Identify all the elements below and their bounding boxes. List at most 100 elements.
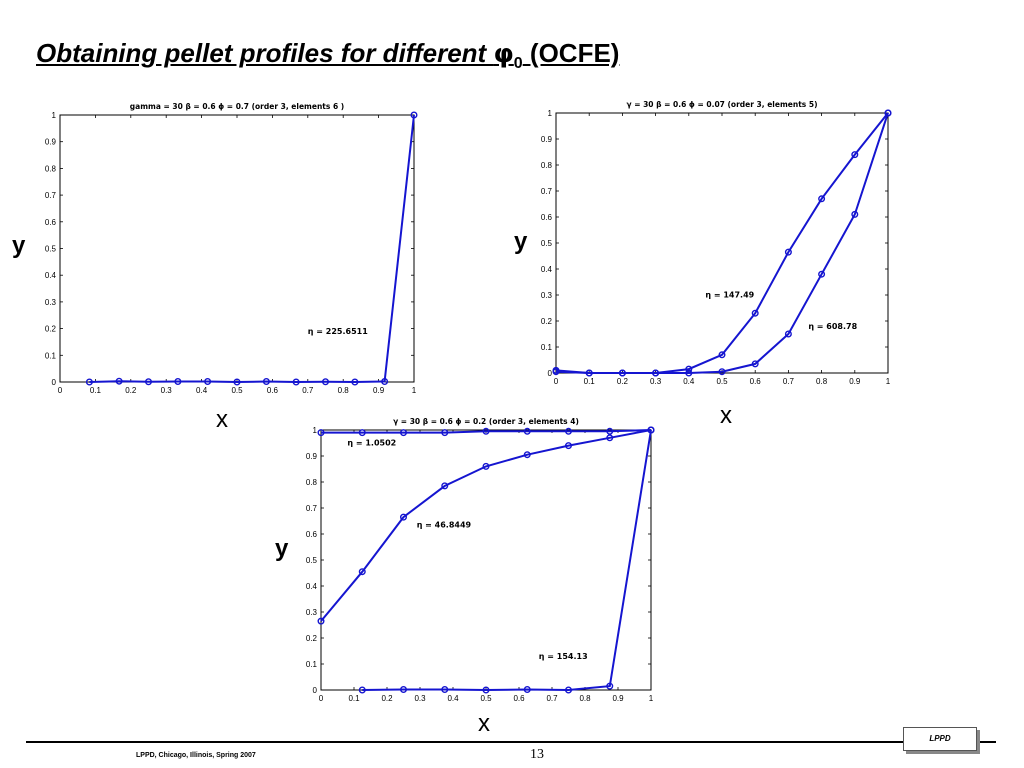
x-tick-label: 0.7 [302, 386, 314, 395]
data-point [606, 427, 614, 435]
data-point [606, 682, 614, 690]
y-tick-label: 0.7 [45, 191, 57, 200]
series-line-1 [89, 114, 415, 384]
y-tick-label: 0.2 [541, 317, 553, 326]
x-tick-label: 0.1 [90, 386, 102, 395]
y-tick-label: 0.7 [541, 187, 553, 196]
data-point [784, 248, 792, 256]
data-point [523, 427, 531, 435]
eta-annotation: η = 46.8449 [417, 521, 472, 530]
data-point [322, 378, 330, 386]
plot-phi-0-7: gamma = 30 β = 0.6 ϕ = 0.7 (order 3, ele… [14, 95, 434, 400]
data-point [358, 429, 366, 437]
x-tick-label: 0.6 [267, 386, 279, 395]
footer-text: LPPD, Chicago, Illinois, Spring 2007 [136, 752, 256, 759]
data-point [751, 309, 759, 317]
y-tick-label: 0.6 [306, 530, 318, 539]
data-point [647, 426, 655, 434]
eta-annotation: η = 147.49 [705, 291, 754, 300]
y-tick-label: 0.3 [541, 291, 553, 300]
eta-annotation: η = 154.13 [539, 652, 588, 661]
data-point [441, 685, 449, 693]
y-tick-label: 0.4 [541, 265, 553, 274]
y-tick-label: 0.9 [45, 138, 57, 147]
y-tick-label: 0.5 [541, 239, 553, 248]
data-point [784, 330, 792, 338]
x-axis-letter-2: x [720, 402, 732, 429]
data-point [482, 427, 490, 435]
data-point [482, 686, 490, 694]
footer-rule [26, 741, 996, 743]
x-tick-label: 0.4 [196, 386, 208, 395]
series-line-3 [362, 429, 652, 692]
y-tick-label: 0.2 [306, 634, 318, 643]
x-tick-label: 1 [412, 386, 417, 395]
y-tick-label: 0.8 [541, 161, 553, 170]
eta-annotation: η = 225.6511 [308, 327, 368, 336]
y-tick-label: 0.1 [541, 343, 553, 352]
x-tick-label: 0.9 [373, 386, 385, 395]
x-tick-label: 1 [649, 694, 654, 703]
y-tick-label: 0.1 [45, 351, 57, 360]
slide-title: Obtaining pellet profiles for different … [36, 38, 619, 73]
axes-box [555, 112, 889, 374]
data-point [441, 482, 449, 490]
y-tick-label: 1 [548, 109, 553, 118]
data-point [399, 429, 407, 437]
y-tick-label: 0 [313, 686, 318, 695]
x-tick-label: 0.7 [783, 377, 795, 386]
x-axis-letter-1: x [216, 406, 228, 433]
series-line-1 [321, 429, 652, 434]
chart-title: gamma = 30 β = 0.6 ϕ = 0.7 (order 3, ele… [130, 102, 344, 111]
axes-box [320, 429, 652, 691]
slide-title-suffix: (OCFE) [522, 38, 620, 68]
y-tick-label: 0.6 [541, 213, 553, 222]
data-point [565, 427, 573, 435]
y-tick-label: 1 [52, 111, 57, 120]
data-point [685, 369, 693, 377]
x-tick-label: 0.2 [381, 694, 393, 703]
x-tick-label: 0.5 [231, 386, 243, 395]
y-tick-label: 0.6 [45, 218, 57, 227]
x-tick-label: 0.4 [447, 694, 459, 703]
data-point [565, 686, 573, 694]
data-point [233, 378, 241, 386]
data-point [317, 617, 325, 625]
chart-svg: γ = 30 β = 0.6 ϕ = 0.2 (order 3, element… [306, 417, 655, 703]
data-point [552, 368, 560, 376]
x-tick-label: 0.1 [584, 377, 596, 386]
data-point [317, 429, 325, 437]
data-point [618, 369, 626, 377]
x-tick-label: 0.3 [161, 386, 173, 395]
x-tick-label: 0.5 [716, 377, 728, 386]
x-tick-label: 0.9 [612, 694, 624, 703]
chart-title: γ = 30 β = 0.6 ϕ = 0.07 (order 3, elemen… [626, 100, 817, 109]
data-point [174, 377, 182, 385]
series-line-2 [555, 112, 889, 374]
phi-subscript: 0 [513, 55, 523, 73]
eta-annotation: η = 1.0502 [347, 439, 396, 448]
data-point [851, 151, 859, 159]
y-tick-label: 0.3 [45, 298, 57, 307]
chart-svg: gamma = 30 β = 0.6 ϕ = 0.7 (order 3, ele… [45, 102, 418, 395]
x-tick-label: 0 [554, 377, 559, 386]
x-tick-label: 0.6 [513, 694, 525, 703]
data-point [751, 360, 759, 368]
x-tick-label: 0.2 [125, 386, 137, 395]
plot-phi-0-2: γ = 30 β = 0.6 ϕ = 0.2 (order 3, element… [280, 408, 665, 710]
y-tick-label: 0.4 [45, 271, 57, 280]
data-point [606, 434, 614, 442]
y-tick-label: 0.8 [45, 164, 57, 173]
data-point [851, 210, 859, 218]
x-tick-label: 0.4 [683, 377, 695, 386]
data-point [115, 377, 123, 385]
data-point [685, 365, 693, 373]
data-point [358, 568, 366, 576]
x-axis-letter-3: x [478, 710, 490, 737]
x-tick-label: 0.8 [816, 377, 828, 386]
eta-annotation: η = 608.78 [808, 322, 857, 331]
x-tick-label: 0.2 [617, 377, 629, 386]
data-point [718, 368, 726, 376]
x-tick-label: 0.3 [650, 377, 662, 386]
lppd-badge: LPPD [903, 727, 977, 751]
